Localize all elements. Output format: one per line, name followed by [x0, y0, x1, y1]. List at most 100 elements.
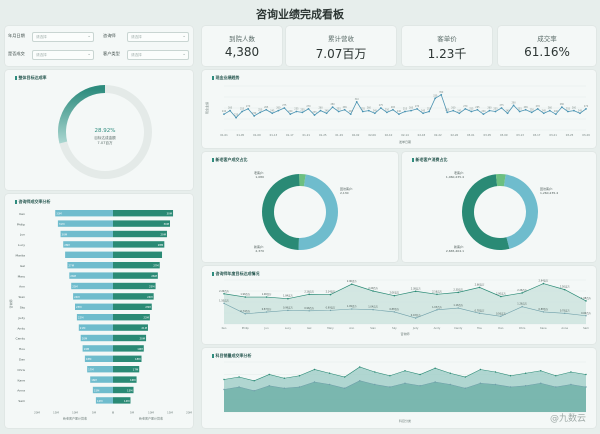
sales-point: [555, 375, 557, 377]
bar-right: [113, 241, 165, 248]
sales-point: [343, 376, 346, 378]
achieved-point: [521, 305, 523, 308]
x-tick-label: 01-05: [237, 133, 245, 137]
achieved-point: [436, 309, 438, 311]
x-tick-label: Candy: [454, 326, 463, 330]
trend-point: [488, 109, 491, 112]
deal-select[interactable]: 请选择 ⌄: [32, 50, 94, 60]
trend-point: [301, 111, 304, 114]
filter-date[interactable]: 年月日期 请选择 ⌄: [8, 32, 94, 42]
trend-point: [476, 108, 479, 111]
trend-data-label: 255: [493, 108, 498, 111]
trend-point: [410, 109, 412, 112]
trend-point: [530, 111, 533, 114]
bar-right-label: 15M: [127, 388, 133, 392]
x-tick-label: Sam: [583, 326, 589, 330]
category-label: Sam: [18, 399, 25, 403]
target-data-label: 2.40百万: [368, 286, 378, 290]
rate-point: [283, 387, 286, 389]
x-tick-label: 01-25: [319, 133, 327, 137]
panel-title: 咨询师成交率分析: [15, 199, 51, 205]
target-data-label: 2.20百万: [219, 289, 229, 293]
donut-slice: [262, 174, 300, 250]
bar-right: [113, 355, 142, 362]
trend-point: [440, 93, 443, 96]
target-data-label: 2.38百万: [411, 286, 421, 290]
date-select[interactable]: 请选择 ⌄: [32, 32, 94, 42]
donut-slice: [503, 174, 538, 249]
sales-point: [524, 372, 527, 374]
kpi-card-conversion: 成交率 61.16%: [498, 26, 596, 66]
category-label: Marita: [15, 254, 25, 258]
trend-data-label: 275: [499, 104, 504, 107]
target-point: [457, 291, 460, 294]
trend-point: [295, 110, 298, 113]
bar-left-label: 26M: [70, 274, 76, 278]
panel-title: 新老客户消费占比: [412, 157, 448, 163]
bar-left: [73, 293, 113, 300]
bar-right-label: 16M: [130, 378, 136, 382]
rate-point: [298, 386, 301, 388]
bar-right-label: 18M: [135, 357, 141, 361]
trend-point: [392, 108, 394, 111]
achieved-point: [372, 309, 374, 311]
trend-point: [494, 110, 497, 113]
bar-left-label: 28M: [64, 243, 70, 247]
target-point: [478, 286, 481, 289]
target-gauge-panel: 整体目标达成率 28.92% 目标达成金额 7.07百万: [5, 70, 193, 190]
target-data-label: 1.68百万: [581, 296, 591, 300]
x-tick-label: Judy: [412, 326, 419, 330]
sales-point: [328, 372, 331, 374]
filter-consultant[interactable]: 咨询师 请选择 ⌄: [103, 32, 189, 42]
chevron-down-icon: ⌄: [87, 33, 91, 39]
trend-data-label: 250: [445, 108, 450, 111]
donut-label: 2,130: [340, 191, 349, 195]
x-tick-label: Hou: [477, 326, 483, 330]
x-axis-title: 科目分类: [399, 418, 411, 423]
trend-data-label: 250: [258, 108, 263, 111]
trend-data-label: 245: [324, 109, 329, 112]
bar-left: [90, 376, 113, 383]
bar-right: [113, 345, 144, 352]
filter-customer-type[interactable]: 客户类型 请选择 ⌄: [103, 50, 189, 60]
x-tick-label: 15M: [53, 411, 60, 415]
donut-label: 2,665,404.1: [446, 249, 464, 253]
trend-data-label: 260: [228, 107, 233, 110]
trend-data-label: 250: [530, 108, 535, 111]
trend-point: [289, 113, 292, 116]
trend-point: [416, 107, 418, 110]
x-tick-label: 02-02: [352, 133, 360, 137]
trend-point: [265, 108, 268, 111]
target-point: [521, 292, 523, 294]
trend-data-label: 270: [246, 105, 251, 108]
rate-point: [328, 383, 331, 386]
trend-data-label: 220: [234, 114, 239, 117]
filter-deal[interactable]: 是否成交 请选择 ⌄: [8, 50, 94, 60]
x-tick-label: Lucy: [285, 326, 291, 330]
trend-point: [398, 113, 400, 116]
trend-data-label: 255: [294, 108, 299, 111]
rate-point: [464, 387, 467, 389]
bar-right-label: 25M: [149, 284, 155, 288]
rate-point: [494, 383, 497, 386]
panel-title: 新老客户成交占比: [212, 157, 248, 163]
achieved-point: [500, 315, 502, 317]
filter-label: 年月日期: [8, 33, 25, 38]
donut-label: 回访客户:: [340, 186, 353, 191]
trend-point: [373, 112, 376, 115]
x-tick-label: 02-26: [451, 133, 459, 137]
trend-data-label: 245: [270, 109, 275, 112]
target-data-label: 2.66百万: [475, 282, 485, 286]
trend-point: [349, 113, 352, 116]
donut-label: 1,060,235.4: [446, 175, 464, 179]
bar-right-label: 22M: [143, 316, 149, 320]
achieved-data-label: 0.99百万: [283, 305, 293, 309]
customer-type-select[interactable]: 请选择 ⌄: [127, 50, 189, 60]
consultant-select[interactable]: 请选择 ⌄: [127, 32, 189, 42]
trend-point: [422, 112, 424, 115]
bar-left: [67, 262, 113, 269]
category-label: Anna: [17, 389, 25, 393]
target-point: [436, 293, 438, 296]
kpi-card-unit-price: 客单价 1.23千: [402, 26, 492, 66]
x-tick-label: Sky: [392, 326, 397, 330]
